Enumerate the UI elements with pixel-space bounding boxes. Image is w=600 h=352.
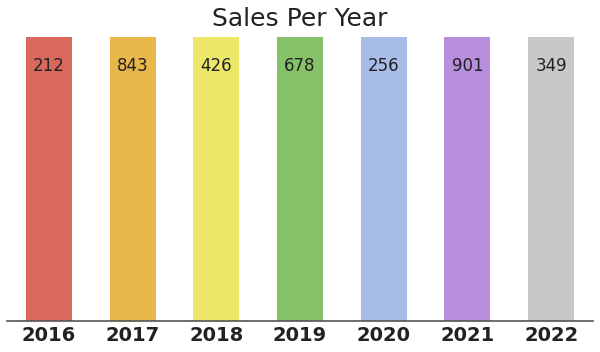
Bar xyxy=(277,37,323,321)
Text: 256: 256 xyxy=(368,57,400,75)
Text: 349: 349 xyxy=(535,57,567,75)
Text: 901: 901 xyxy=(452,57,483,75)
Text: 212: 212 xyxy=(33,57,65,75)
Title: Sales Per Year: Sales Per Year xyxy=(212,7,388,31)
Bar xyxy=(26,37,72,321)
Bar xyxy=(528,37,574,321)
Text: 678: 678 xyxy=(284,57,316,75)
Bar xyxy=(361,37,407,321)
Text: 426: 426 xyxy=(200,57,232,75)
Bar xyxy=(193,37,239,321)
Bar xyxy=(445,37,490,321)
Text: 843: 843 xyxy=(117,57,148,75)
Bar xyxy=(110,37,155,321)
